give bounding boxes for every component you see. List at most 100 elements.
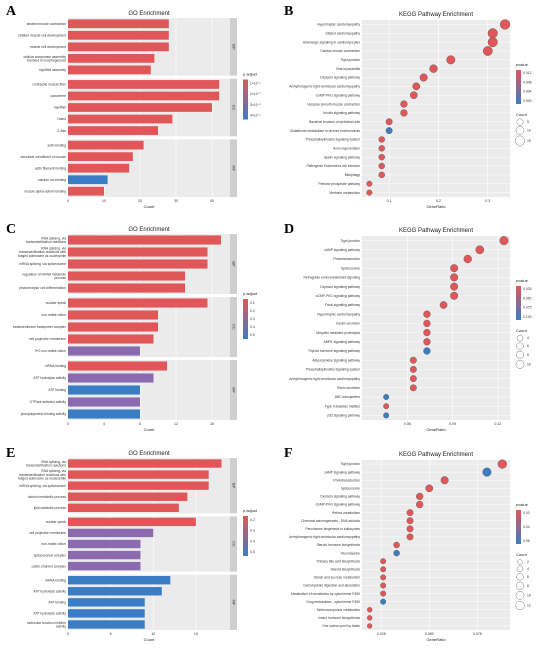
facet-label: CC <box>231 324 236 330</box>
bar <box>68 283 185 293</box>
pathway-label: Oxytocin signaling pathway <box>320 76 360 80</box>
bar-label: cellular component assembly <box>23 55 66 59</box>
color-scale <box>243 79 248 120</box>
bar-label: transesterification reactions with <box>19 473 66 477</box>
data-point <box>412 82 421 91</box>
data-point <box>380 582 387 589</box>
x-tick-label: 30 <box>174 199 178 203</box>
bar <box>68 175 108 185</box>
pathway-label: cGMP-PKG signaling pathway <box>316 93 361 97</box>
data-point <box>378 162 385 170</box>
bar <box>68 346 140 356</box>
legend-tick: 0.4 <box>250 539 255 543</box>
data-point <box>423 338 431 346</box>
bar <box>68 361 167 371</box>
legend-tick: 0.3 <box>250 317 255 321</box>
data-point <box>409 384 417 392</box>
pathway-label: Dilated cardiomyopathy <box>326 31 361 35</box>
data-point <box>419 73 428 82</box>
x-tick-label: 8 <box>139 422 141 426</box>
facet-strip <box>230 139 237 197</box>
x-tick-label: 0.12 <box>494 422 501 426</box>
go-enrichment-chart-a: GO Enrichment BP striated muscle contracti… <box>18 11 261 209</box>
size-legend-label: 5 <box>527 120 529 124</box>
size-legend-circle <box>515 126 525 135</box>
data-point <box>378 171 385 179</box>
pathway-label: Adrenergic signaling in cardiomyocytes <box>303 40 361 44</box>
bar <box>68 163 130 173</box>
data-point <box>385 127 393 135</box>
x-tick-label: 16 <box>210 422 214 426</box>
data-point <box>383 403 390 410</box>
x-tick-label: 10 <box>151 632 155 636</box>
pathway-label: Ubiquitin mediated proteolysis <box>316 331 360 335</box>
bar <box>68 152 133 162</box>
pathway-label: Phototransduction <box>333 478 360 482</box>
data-point <box>446 55 456 65</box>
kegg-enrichment-chart-b: KEGG Pathway Enrichment 0.1 0.2 0.3 Hypertro… <box>289 12 531 209</box>
legend-tick: 0.3 <box>250 529 255 533</box>
size-legend-label: 4 <box>527 567 529 571</box>
data-point <box>416 500 424 509</box>
facet-strip <box>230 297 237 357</box>
size-legend-circle <box>515 135 525 146</box>
panel-label-b: B <box>284 4 294 19</box>
bar-label: I band <box>57 117 66 121</box>
bar <box>68 114 173 124</box>
panel-label-a: A <box>6 4 17 19</box>
pathway-label: Phosphatidylinositol signaling system <box>306 138 361 142</box>
pathway-label: Phosphatidylinositol signaling system <box>306 368 361 372</box>
bar <box>68 235 221 245</box>
legend-tick: 0.02 <box>523 511 530 515</box>
x-tick-label: 0.1 <box>387 199 392 203</box>
data-point <box>366 180 373 187</box>
legend-tick: 0.100 <box>523 315 532 319</box>
legend-tick: 0.050 <box>523 296 532 300</box>
data-point <box>450 282 459 291</box>
pathway-label: ABC transporters <box>335 395 361 399</box>
data-point <box>450 273 459 282</box>
pathway-label: Bacterial invasion of epithelial cells <box>309 120 360 124</box>
facet-strip <box>230 516 237 572</box>
data-point <box>400 109 408 117</box>
bar <box>68 30 169 40</box>
chart-title: GO Enrichment <box>128 11 170 17</box>
data-point <box>423 310 431 318</box>
pathway-label: cAMP signaling pathway <box>324 470 360 474</box>
bar-label: RNA splicing, via <box>41 247 66 251</box>
x-axis-label: Count <box>144 637 156 642</box>
pathway-label: Starch and sucrose metabolism <box>314 576 360 580</box>
bar-label: mRNA splicing, via spliceosome <box>19 484 66 488</box>
x-tick-label: 0 <box>67 632 69 636</box>
chart-title: KEGG Pathway Enrichment <box>399 452 473 458</box>
pathway-label: Renin secretion <box>337 386 360 390</box>
pathway-label: Type II diabetes mellitus <box>325 404 361 408</box>
chart-title: KEGG Pathway Enrichment <box>399 12 473 18</box>
bar <box>68 186 104 196</box>
x-axis-label: GeneRatio <box>426 204 446 209</box>
bar-label: contractile muscle fiber <box>32 83 67 87</box>
legend-title: p.adjust <box>243 291 258 296</box>
data-point <box>499 236 509 246</box>
size-legend-label: 15 <box>527 139 531 143</box>
facet-label: MF <box>231 599 236 605</box>
bar <box>68 470 209 479</box>
bar-label: bulged adenosine as nucleophile <box>18 476 66 480</box>
data-point <box>406 525 414 533</box>
data-point <box>482 467 492 477</box>
plot-background <box>362 236 510 420</box>
pathway-label: Thyroid hormone signaling pathway <box>308 349 360 353</box>
legend-tick: 0.025 <box>523 287 532 291</box>
legend-title: pvalue <box>516 502 529 507</box>
bar <box>68 587 162 596</box>
bar <box>68 459 222 468</box>
facet-strip <box>230 458 237 514</box>
pathway-label: Tight junction <box>341 58 361 62</box>
pathway-label: Adipocytokine signaling pathway <box>312 358 360 362</box>
bar-label: transmembrane transporter complex <box>13 325 66 329</box>
size-legend-label: 6 <box>527 575 529 579</box>
size-legend-label: 6 <box>527 344 529 348</box>
size-legend-title: Count <box>516 552 528 557</box>
size-legend-circle <box>516 565 524 573</box>
size-legend-circle <box>516 350 524 359</box>
